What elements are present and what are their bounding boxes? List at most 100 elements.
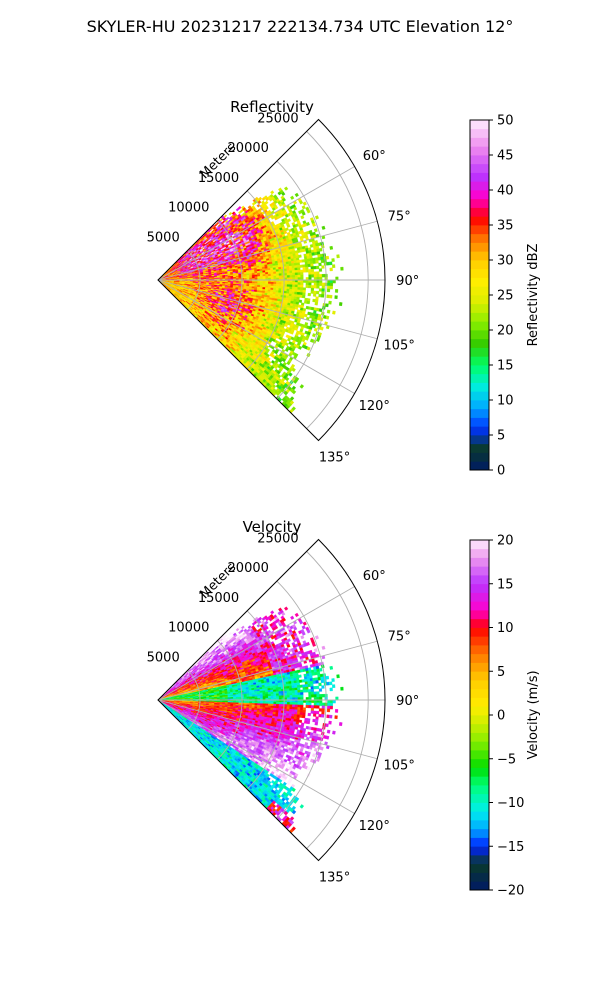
radar-cell	[275, 271, 280, 274]
radar-cell	[318, 268, 323, 272]
radar-cell	[254, 281, 258, 284]
radar-cell	[286, 282, 290, 285]
radar-cell	[294, 284, 298, 288]
radar-cell	[308, 269, 312, 273]
radar-cell	[289, 268, 293, 271]
radar-cell	[291, 267, 296, 271]
radar-cell	[249, 276, 253, 279]
radar-cell	[238, 276, 242, 279]
radar-cell	[302, 264, 306, 268]
radar-cell	[329, 261, 333, 266]
radar-cell	[251, 281, 256, 284]
radar-cell	[262, 283, 266, 286]
radar-cell	[306, 300, 311, 305]
radar-cell	[251, 276, 256, 279]
radar-cell	[270, 275, 274, 279]
figure-title: SKYLER-HU 20231217 222134.734 UTC Elevat…	[87, 17, 514, 36]
radar-cell	[265, 275, 269, 279]
radar-cell	[307, 263, 311, 268]
radar-cell	[326, 261, 330, 266]
radar-cell	[314, 215, 319, 220]
radar-cell	[300, 269, 304, 273]
radar-cell	[304, 264, 309, 268]
radar-cell	[262, 276, 266, 279]
radar-cell	[286, 272, 290, 276]
radar-cell	[315, 290, 320, 295]
radar-cell	[318, 262, 322, 267]
radar-cell	[299, 264, 303, 268]
radar-cell	[318, 247, 323, 252]
radar-cell	[329, 279, 334, 284]
radar-cell	[313, 282, 317, 286]
radar-cell	[291, 289, 296, 293]
panel-0: Reflectivity500010000150002000025000Mete…	[147, 98, 541, 479]
radar-cell	[235, 277, 239, 279]
radar-cell	[273, 281, 277, 285]
radar-cell	[246, 276, 250, 279]
radar-cell	[313, 290, 317, 295]
radar-cell	[286, 268, 290, 272]
radar-cell	[299, 384, 305, 389]
radar-cell	[313, 271, 317, 275]
radar-cell	[313, 327, 318, 332]
panels: Reflectivity500010000150002000025000Mete…	[147, 98, 541, 899]
radar-cell	[302, 266, 306, 271]
radar-cell	[326, 294, 330, 299]
radar-cell	[223, 214, 228, 218]
radar-cell	[297, 272, 301, 276]
radar-cell	[299, 289, 304, 293]
radar-cell	[294, 270, 298, 274]
radar-cell	[278, 281, 282, 285]
radar-cell	[332, 279, 336, 284]
radar-cell	[328, 300, 332, 305]
radar-cell	[276, 273, 280, 277]
radar-cell	[292, 286, 296, 290]
radar-cell	[297, 274, 301, 278]
radar-cell	[321, 225, 326, 230]
radar-cell	[325, 255, 330, 260]
radar-cell	[284, 273, 288, 276]
radar-cell	[265, 272, 269, 275]
radar-cell	[327, 279, 331, 284]
radar-cell	[310, 287, 315, 292]
radar-cell	[273, 283, 277, 287]
radar-cell	[302, 292, 306, 296]
radar-cell	[300, 282, 304, 286]
radar-cell	[289, 286, 293, 290]
radar-cell	[262, 281, 266, 284]
radar-cell	[298, 254, 302, 258]
radar-cell	[310, 290, 314, 294]
radar-cell	[334, 295, 338, 300]
radar-cell	[300, 284, 304, 288]
radar-cell	[305, 282, 309, 286]
radar-cell	[325, 303, 329, 308]
radar-cell	[307, 292, 311, 297]
radar-cell	[273, 269, 277, 273]
radar-cell	[318, 288, 323, 292]
radar-cell	[284, 275, 288, 278]
radar-cell	[283, 186, 289, 191]
radar-cell	[273, 271, 277, 275]
radar-cell	[286, 270, 290, 274]
radar-cell	[281, 197, 287, 202]
radar-cell	[302, 201, 307, 206]
radar-cell	[298, 299, 303, 303]
radar-cell	[316, 285, 320, 289]
radar-cell	[310, 260, 314, 265]
radar-cell	[294, 192, 299, 198]
radar-cell	[294, 306, 299, 310]
radar-cell	[265, 283, 269, 286]
radar-cell	[259, 274, 264, 277]
radar-cell	[310, 263, 314, 267]
radar-cell	[297, 282, 301, 286]
radar-cell	[297, 287, 301, 291]
radar-cell	[332, 264, 336, 268]
radar-cell	[283, 268, 288, 272]
radar-cell	[326, 288, 331, 293]
radar-cell	[319, 326, 324, 331]
radar-cell	[311, 222, 316, 227]
radar-cell	[312, 293, 317, 297]
radar-cell	[308, 285, 312, 289]
radar-cell	[278, 284, 282, 287]
